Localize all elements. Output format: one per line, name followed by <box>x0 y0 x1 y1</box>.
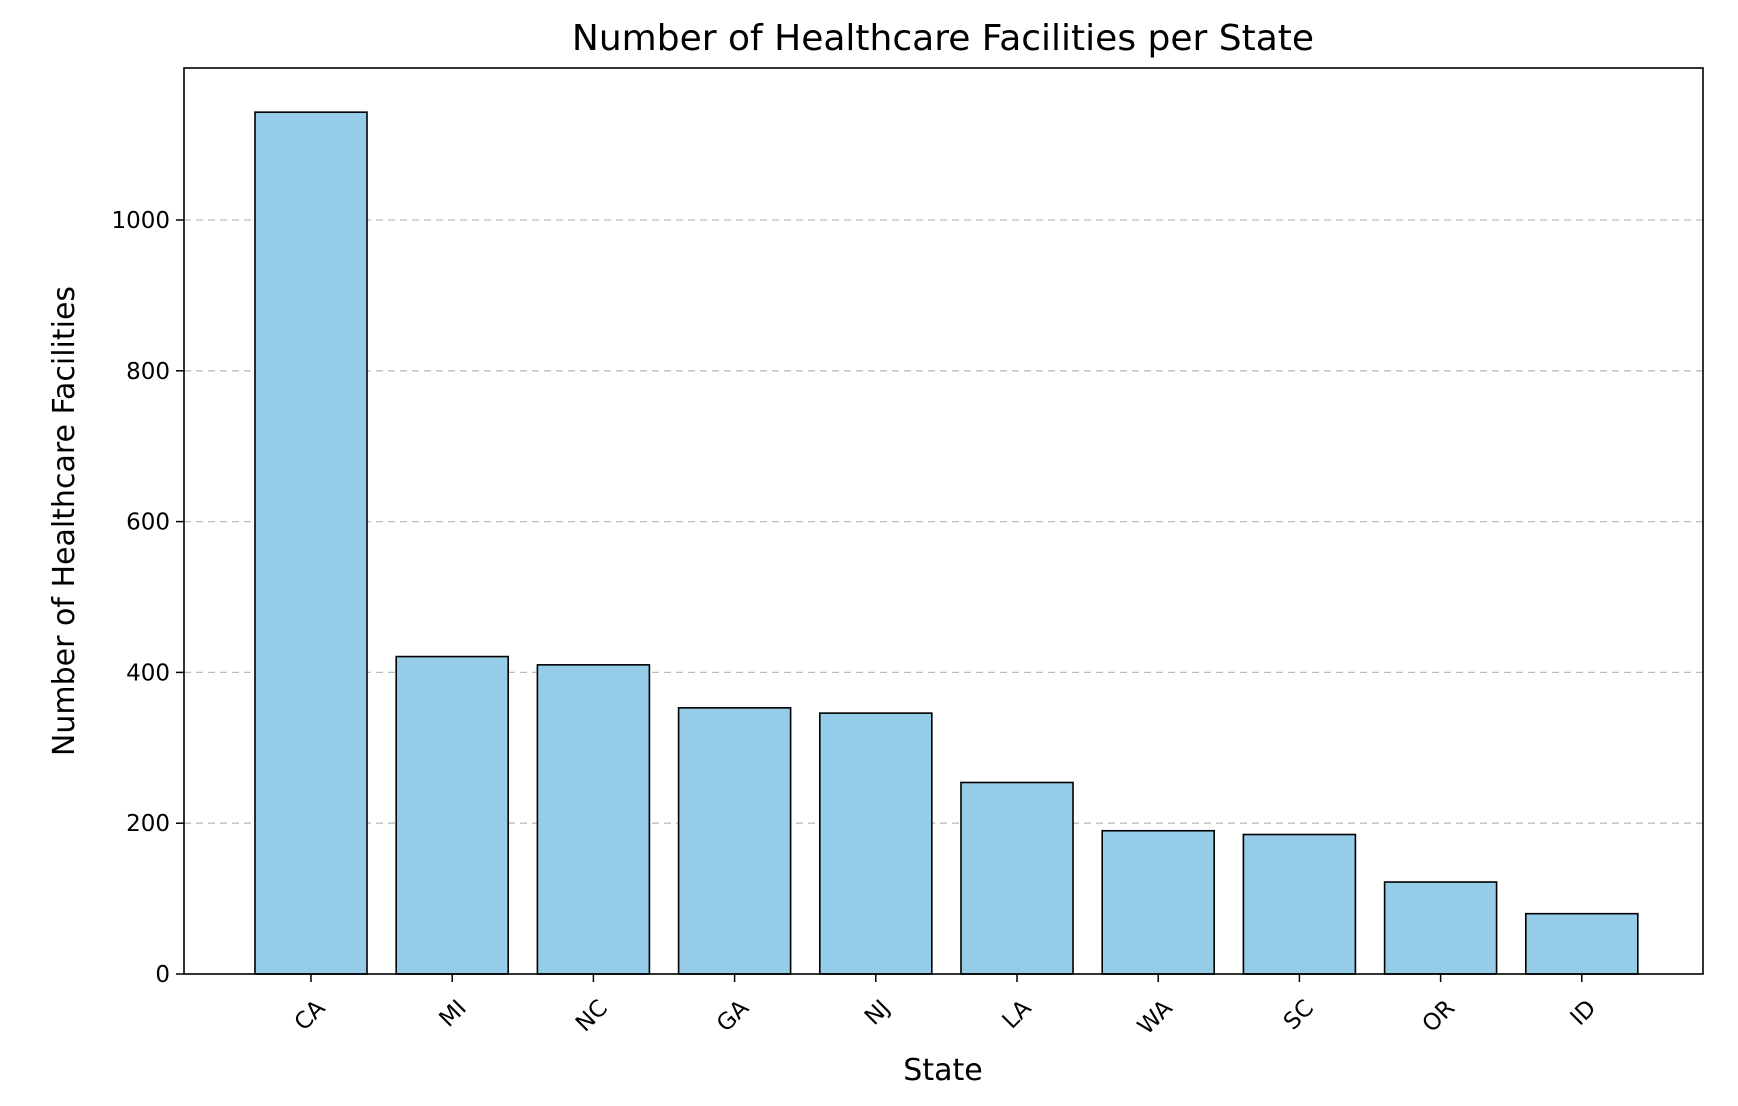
bar-nc <box>536 664 651 975</box>
bar-wa <box>1101 829 1215 975</box>
x-tick-label-nc: NC <box>571 995 613 1037</box>
bar-id <box>1525 912 1639 975</box>
x-tick-label-la: LA <box>998 995 1037 1034</box>
x-tick-label-wa: WA <box>1133 995 1178 1040</box>
bar-sc <box>1242 833 1357 975</box>
y-axis-label: Number of Healthcare Facilities <box>47 286 82 756</box>
x-tick-label-ga: GA <box>712 995 754 1037</box>
y-tick-label-400: 400 <box>126 660 170 686</box>
x-tick-label-ca: CA <box>290 995 331 1036</box>
bar-nj <box>818 712 933 975</box>
bar-mi <box>395 655 510 975</box>
y-tick-label-0: 0 <box>155 962 170 988</box>
y-tick-label-600: 600 <box>126 510 170 536</box>
x-axis-label: State <box>903 1053 982 1088</box>
y-axis-ticks: 0 200 400 600 800 1000 <box>111 208 184 988</box>
x-tick-label-mi: MI <box>435 995 472 1032</box>
x-tick-label-id: ID <box>1566 995 1602 1031</box>
bar-ca <box>254 111 368 975</box>
x-axis-ticks: CA MI NC GA NJ LA WA SC OR ID <box>290 974 1602 1040</box>
x-tick-label-nj: NJ <box>860 995 895 1030</box>
chart-title: Number of Healthcare Facilities per Stat… <box>572 18 1314 59</box>
x-tick-label-or: OR <box>1418 995 1460 1037</box>
bar-ga <box>677 707 792 975</box>
bar-or <box>1383 881 1498 975</box>
y-tick-label-800: 800 <box>126 359 170 385</box>
bars <box>254 111 1639 975</box>
bar-la <box>960 781 1074 975</box>
y-tick-label-200: 200 <box>126 811 170 837</box>
x-tick-label-sc: SC <box>1279 995 1319 1035</box>
y-tick-label-1000: 1000 <box>111 208 170 234</box>
